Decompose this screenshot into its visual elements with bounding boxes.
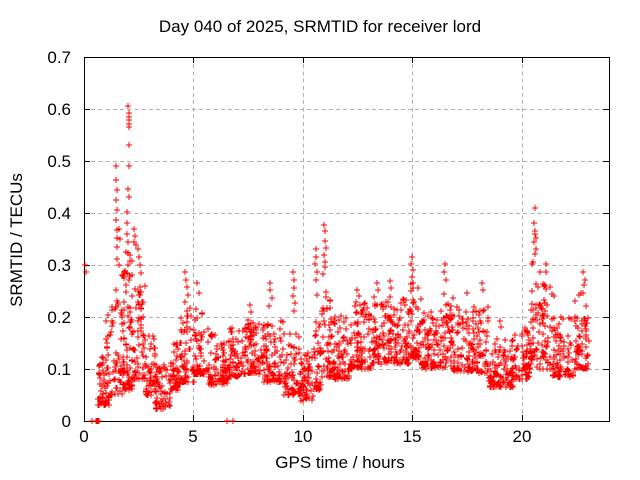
y-tick-label: 0.4 [47, 204, 71, 223]
y-tick-label: 0.5 [47, 152, 71, 171]
x-tick-label: 20 [513, 427, 532, 446]
y-tick-label: 0.3 [47, 256, 71, 275]
chart-title: Day 040 of 2025, SRMTID for receiver lor… [158, 17, 482, 36]
y-axis-title: SRMTID / TECUs [7, 173, 26, 307]
x-tick-label: 0 [79, 427, 88, 446]
x-tick-label: 5 [188, 427, 197, 446]
y-tick-label: 0.6 [47, 100, 71, 119]
y-tick-label: 0.1 [47, 360, 71, 379]
x-tick-label: 15 [403, 427, 422, 446]
plot-border [84, 57, 610, 422]
data-points [82, 103, 592, 424]
y-tick-label: 0.7 [47, 48, 71, 67]
y-tick-label: 0 [62, 412, 71, 431]
x-axis-title: GPS time / hours [275, 453, 405, 472]
y-tick-label: 0.2 [47, 308, 71, 327]
axis-ticks [84, 57, 609, 422]
x-tick-label: 10 [294, 427, 313, 446]
